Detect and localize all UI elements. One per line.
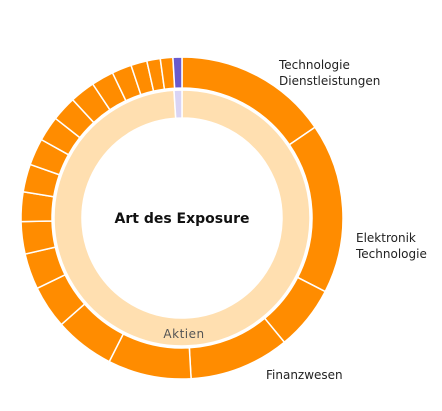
inner-ring — [53, 89, 311, 347]
outer-ring-slice-20[interactable] — [172, 56, 183, 89]
outer-label-technologie-dienstleistungen-line-2: Dienstleistungen — [279, 74, 380, 88]
outer-label-finanzwesen: Finanzwesen — [266, 368, 343, 382]
inner-ring-slice-0[interactable] — [53, 89, 311, 347]
outer-label-technologie-dienstleistungen: Technologie Dienstleistungen — [278, 58, 380, 88]
outer-label-elektronik-technologie-line-2: Technologie — [355, 247, 427, 261]
outer-label-technologie-dienstleistungen-line-1: Technologie — [278, 58, 350, 72]
outer-ring — [20, 56, 344, 380]
outer-label-elektronik-technologie: Elektronik Technologie — [355, 231, 427, 261]
chart-title: Art des Exposure — [115, 211, 250, 227]
inner-ring-slice-1[interactable] — [173, 89, 183, 119]
inner-label-aktien: Aktien — [163, 327, 204, 341]
outer-label-elektronik-technologie-line-1: Elektronik — [356, 231, 416, 245]
